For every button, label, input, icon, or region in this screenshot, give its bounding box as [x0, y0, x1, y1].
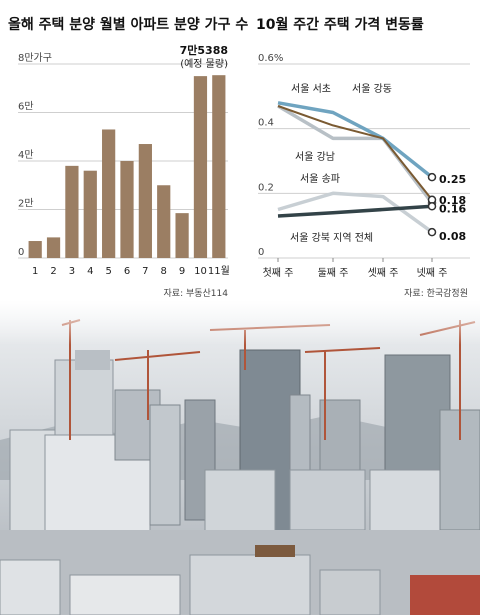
bar-6	[120, 161, 134, 258]
bar-x-tick: 5	[105, 266, 111, 277]
bar-source: 자료: 부동산114	[164, 288, 229, 299]
line-gridlines	[258, 63, 470, 259]
bar-x-tick: 8	[161, 266, 167, 277]
line-y-tick: 0.2	[258, 182, 274, 193]
bar-10	[193, 76, 208, 258]
bar-x-tick: 3	[69, 266, 75, 277]
line-source: 자료: 한국감정원	[404, 287, 468, 299]
bar-y-tick: 2만	[18, 198, 34, 210]
red-roof	[410, 575, 480, 615]
series-end-label-3: 0.08	[439, 230, 466, 243]
bar-x-axis: 1 2 3 4 5 6 7 8 9 10 11월	[32, 265, 230, 277]
bar-11월	[212, 75, 226, 258]
line-y-tick: 0.4	[258, 118, 274, 129]
series-endpoint-4	[427, 202, 437, 211]
bar-annotation-note: (예정 물량)	[180, 58, 228, 70]
bar-3	[65, 165, 79, 258]
photo-fade	[0, 300, 480, 345]
city-photo	[0, 300, 480, 615]
label-songpa: 서울 송파	[300, 173, 340, 185]
line-x-tick: 넷째 주	[417, 267, 448, 279]
bar-chart-title: 올해 주택 분양 월별 아파트 분양 가구 수	[8, 16, 248, 33]
bar-x-tick: 4	[87, 266, 93, 277]
line-series: 0.25 0.18 0.08 0.16	[277, 101, 466, 243]
bar-2	[46, 237, 61, 258]
series-line-3	[277, 191, 434, 234]
label-gangbuk: 서울 강북 지역 전체	[290, 232, 373, 244]
series-end-label-0: 0.25	[439, 173, 466, 186]
bar-1	[28, 241, 42, 258]
label-gangnam: 서울 강남	[295, 151, 335, 163]
line-x-axis: 첫째 주 둘째 주 셋째 주 넷째 주	[263, 258, 448, 279]
bar-x-tick: 6	[124, 266, 130, 277]
bar-x-tick: 1	[32, 266, 38, 277]
line-x-tick: 둘째 주	[318, 267, 349, 279]
line-y-tick: 0.6%	[258, 53, 283, 64]
bar-y-tick: 4만	[18, 149, 34, 161]
series-line-1	[277, 105, 433, 201]
bar-series	[28, 75, 226, 258]
series-endpoint-0	[427, 172, 437, 182]
bar-x-tick: 7	[142, 266, 148, 277]
bar-x-tick: 10	[194, 266, 207, 277]
bar-y-tick: 6만	[18, 101, 34, 113]
line-y-axis: 0.6% 0.4 0.2 0	[258, 53, 283, 258]
bar-annotation-value: 7만5388	[180, 43, 228, 57]
bar-8	[157, 185, 171, 258]
line-x-tick: 셋째 주	[368, 267, 399, 279]
weekly-price-change-chart: 10월 주간 주택 가격 변동률 0.6% 0.4 0.2 0 0.25 0.18 0.0…	[256, 16, 470, 299]
low-buildings	[0, 530, 480, 615]
series-end-label-4: 0.16	[439, 202, 466, 215]
bar-4	[83, 170, 97, 258]
bar-7	[138, 144, 152, 258]
bar-x-tick: 11월	[208, 265, 230, 277]
monthly-apartment-supply-chart: 올해 주택 분양 월별 아파트 분양 가구 수 8만가구 6만 4만 2만 0 1 2 3 4…	[8, 16, 248, 299]
bar-5	[102, 129, 116, 258]
bar-y-axis: 8만가구 6만 4만 2만 0	[18, 52, 52, 258]
line-x-tick: 첫째 주	[263, 267, 294, 279]
bar-x-tick: 9	[179, 266, 185, 277]
label-seocho: 서울 서초	[291, 83, 331, 95]
bar-y-tick: 0	[18, 247, 24, 258]
label-gangdong: 서울 강동	[352, 83, 392, 95]
bar-y-tick: 8만가구	[18, 52, 52, 64]
line-chart-title: 10월 주간 주택 가격 변동률	[256, 16, 424, 33]
series-endpoint-3	[427, 227, 437, 237]
bar-x-tick: 2	[50, 266, 56, 277]
series-line-4	[277, 204, 433, 218]
series-end-label-1: 0.18	[439, 194, 466, 207]
bar-9	[175, 213, 189, 258]
line-y-tick: 0	[258, 247, 264, 258]
series-line-0	[277, 101, 434, 179]
